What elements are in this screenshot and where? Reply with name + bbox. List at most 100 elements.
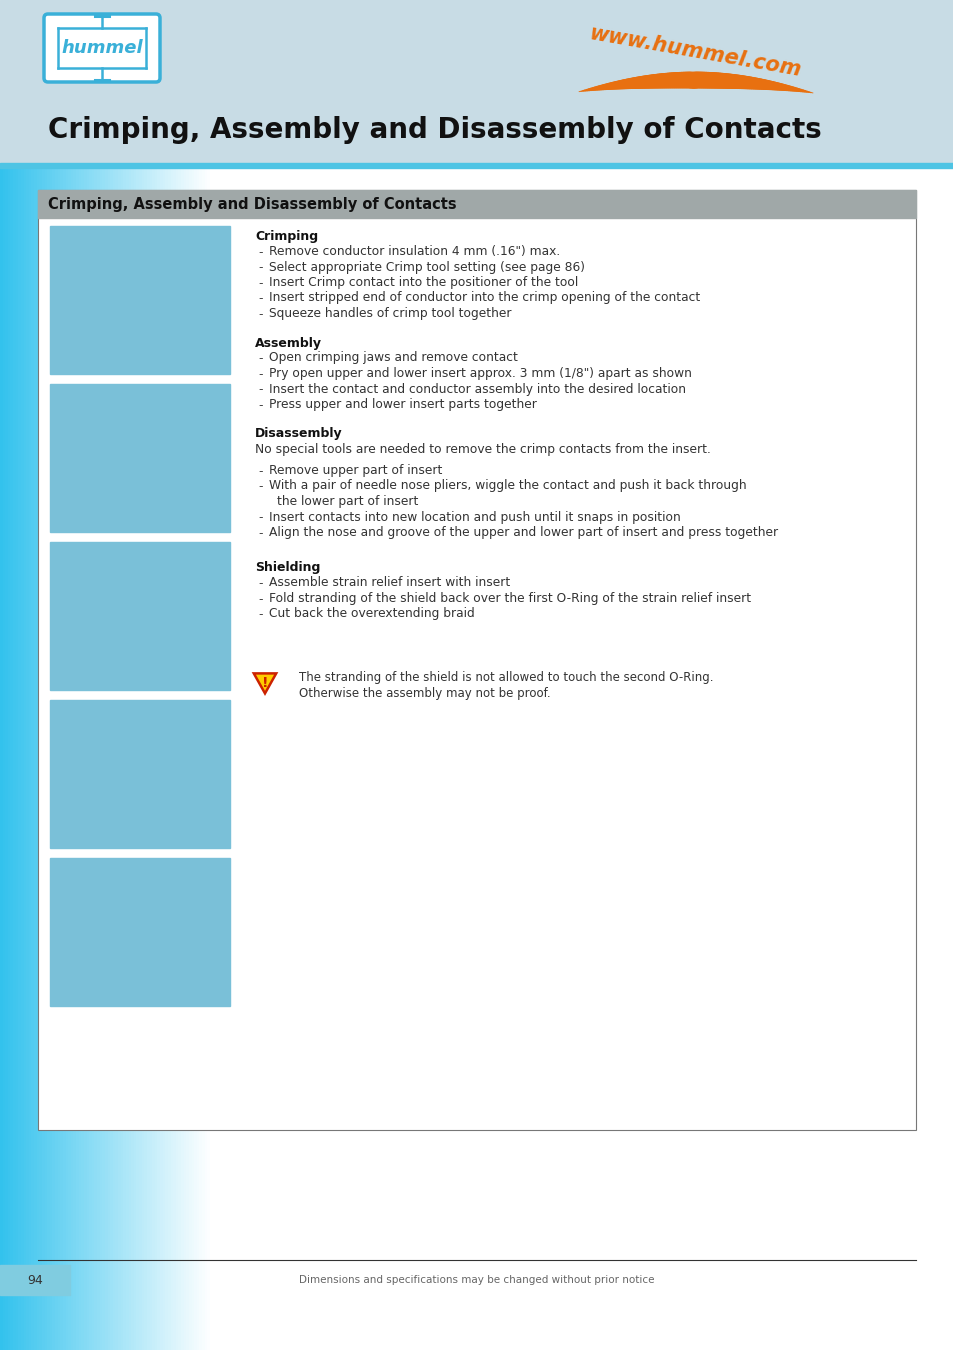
Bar: [144, 167, 148, 1350]
Bar: [136, 167, 140, 1350]
Bar: [50, 859, 230, 1006]
Text: Insert contacts into new location and push until it snaps in position: Insert contacts into new location and pu…: [269, 510, 680, 524]
Bar: [84, 167, 88, 1350]
Bar: [50, 167, 53, 1350]
Bar: [115, 167, 119, 1350]
Bar: [147, 167, 151, 1350]
Bar: [81, 167, 85, 1350]
Bar: [6, 167, 9, 1350]
Bar: [63, 167, 67, 1350]
Text: -: -: [258, 277, 263, 290]
Bar: [105, 167, 109, 1350]
Text: With a pair of needle nose pliers, wiggle the contact and push it back through: With a pair of needle nose pliers, wiggl…: [269, 479, 746, 493]
Bar: [160, 167, 164, 1350]
Text: Remove upper part of insert: Remove upper part of insert: [269, 464, 442, 477]
Bar: [90, 167, 92, 1350]
Bar: [31, 167, 35, 1350]
Bar: [50, 701, 230, 848]
Bar: [18, 167, 22, 1350]
Bar: [55, 167, 59, 1350]
Bar: [52, 167, 56, 1350]
Bar: [29, 167, 32, 1350]
Bar: [192, 167, 195, 1350]
Bar: [199, 167, 203, 1350]
Bar: [97, 167, 101, 1350]
Bar: [205, 167, 208, 1350]
Text: -: -: [258, 609, 263, 621]
Bar: [8, 167, 11, 1350]
Text: -: -: [258, 512, 263, 525]
Text: www.hummel.com: www.hummel.com: [587, 23, 801, 81]
Bar: [173, 167, 176, 1350]
Text: Pry open upper and lower insert approx. 3 mm (1/8") apart as shown: Pry open upper and lower insert approx. …: [269, 367, 691, 379]
Text: Insert stripped end of conductor into the crimp opening of the contact: Insert stripped end of conductor into th…: [269, 292, 700, 305]
Bar: [189, 167, 193, 1350]
Text: The stranding of the shield is not allowed to touch the second O-Ring.: The stranding of the shield is not allow…: [298, 671, 713, 684]
Bar: [13, 167, 17, 1350]
Bar: [42, 167, 46, 1350]
Text: -: -: [258, 262, 263, 274]
Text: -: -: [258, 369, 263, 381]
Bar: [186, 167, 190, 1350]
Text: Dimensions and specifications may be changed without prior notice: Dimensions and specifications may be cha…: [299, 1274, 654, 1285]
Text: Open crimping jaws and remove contact: Open crimping jaws and remove contact: [269, 351, 517, 364]
Bar: [118, 167, 122, 1350]
Bar: [3, 167, 7, 1350]
Bar: [60, 167, 64, 1350]
Bar: [38, 190, 915, 217]
Bar: [111, 167, 113, 1350]
Text: -: -: [258, 526, 263, 540]
Bar: [126, 167, 130, 1350]
Bar: [202, 167, 206, 1350]
Text: Align the nose and groove of the upper and lower part of insert and press togeth: Align the nose and groove of the upper a…: [269, 526, 778, 539]
Bar: [27, 167, 30, 1350]
Bar: [139, 167, 143, 1350]
Bar: [79, 167, 82, 1350]
Bar: [207, 167, 211, 1350]
Text: -: -: [258, 352, 263, 366]
Text: Insert the contact and conductor assembly into the desired location: Insert the contact and conductor assembl…: [269, 382, 685, 396]
Text: -: -: [258, 293, 263, 305]
Bar: [108, 167, 112, 1350]
Bar: [58, 167, 61, 1350]
Bar: [0, 167, 4, 1350]
Text: Squeeze handles of crimp tool together: Squeeze handles of crimp tool together: [269, 306, 511, 320]
Bar: [163, 167, 166, 1350]
Text: -: -: [258, 464, 263, 478]
Polygon shape: [253, 674, 276, 694]
Bar: [121, 167, 124, 1350]
Text: -: -: [258, 383, 263, 397]
Text: Cut back the overextending braid: Cut back the overextending braid: [269, 608, 475, 621]
Text: Remove conductor insulation 4 mm (.16") max.: Remove conductor insulation 4 mm (.16") …: [269, 244, 559, 258]
Text: hummel: hummel: [61, 39, 143, 57]
Bar: [50, 225, 230, 374]
Bar: [132, 167, 134, 1350]
Bar: [196, 167, 200, 1350]
Bar: [21, 167, 25, 1350]
Text: -: -: [258, 308, 263, 321]
Text: Crimping, Assembly and Disassembly of Contacts: Crimping, Assembly and Disassembly of Co…: [48, 116, 821, 144]
Text: -: -: [258, 246, 263, 259]
Text: !: !: [261, 676, 268, 690]
Text: -: -: [258, 400, 263, 412]
Text: Fold stranding of the shield back over the first O-Ring of the strain relief ins: Fold stranding of the shield back over t…: [269, 593, 750, 605]
Bar: [165, 167, 169, 1350]
Bar: [129, 167, 132, 1350]
Bar: [71, 167, 74, 1350]
Bar: [150, 167, 153, 1350]
Bar: [0, 163, 953, 167]
Bar: [157, 167, 161, 1350]
Text: -: -: [258, 593, 263, 606]
Bar: [16, 167, 19, 1350]
Bar: [112, 167, 116, 1350]
Bar: [45, 167, 49, 1350]
Text: Shielding: Shielding: [254, 562, 320, 575]
Text: Press upper and lower insert parts together: Press upper and lower insert parts toget…: [269, 398, 537, 410]
Bar: [0, 0, 953, 167]
Text: Otherwise the assembly may not be proof.: Otherwise the assembly may not be proof.: [298, 687, 550, 699]
Bar: [69, 167, 71, 1350]
Bar: [181, 167, 185, 1350]
Text: Insert Crimp contact into the positioner of the tool: Insert Crimp contact into the positioner…: [269, 275, 578, 289]
Text: Crimping, Assembly and Disassembly of Contacts: Crimping, Assembly and Disassembly of Co…: [48, 197, 456, 212]
Bar: [171, 167, 174, 1350]
